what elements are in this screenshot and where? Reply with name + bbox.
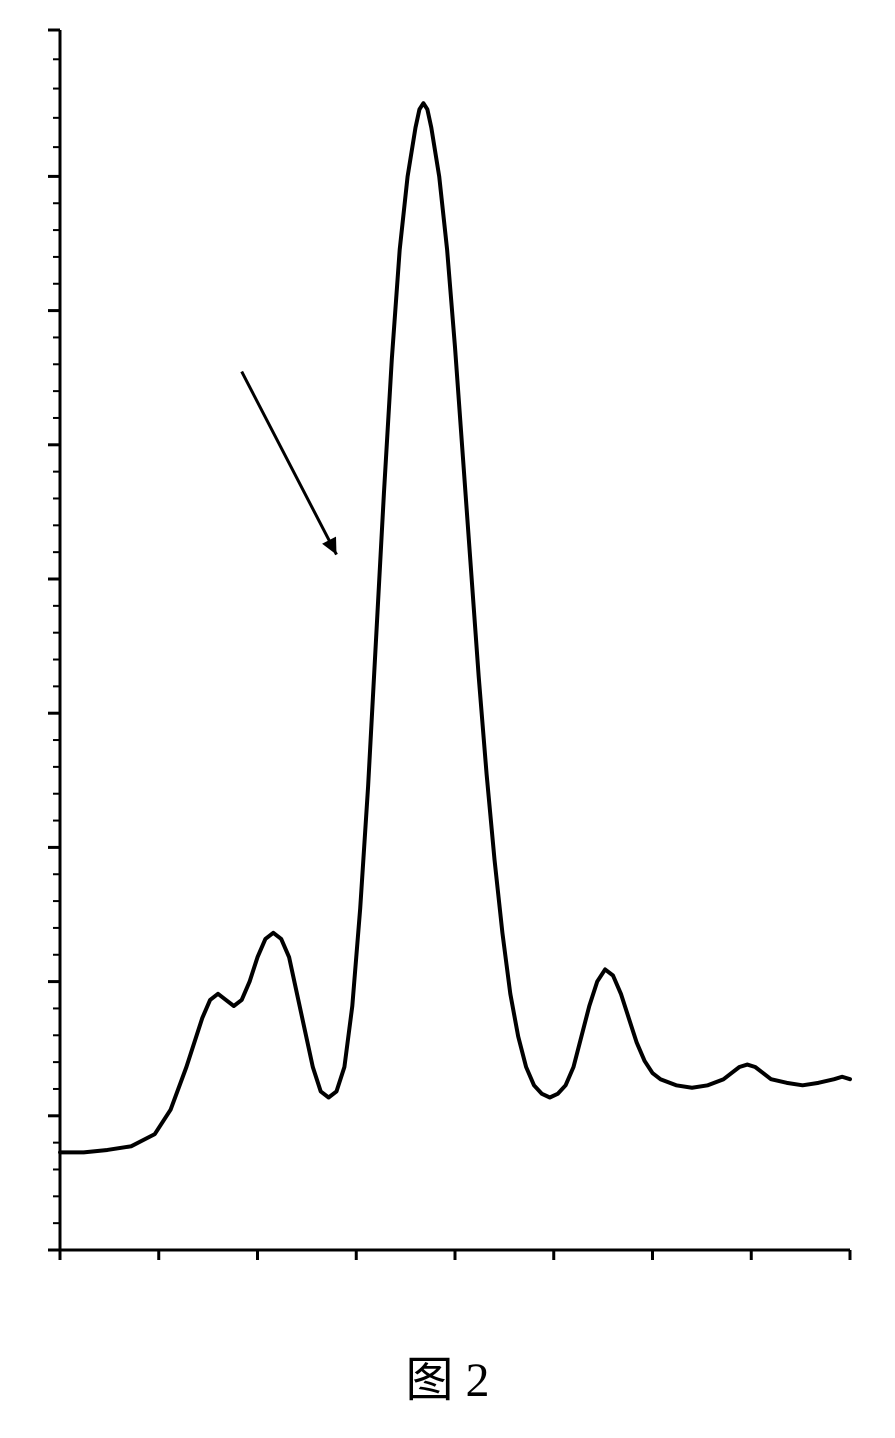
- caption-text: 图 2: [405, 1354, 489, 1407]
- chromatogram-chart: [30, 20, 860, 1300]
- figure-caption: 图 2: [0, 1340, 895, 1410]
- chart-container: [30, 20, 860, 1300]
